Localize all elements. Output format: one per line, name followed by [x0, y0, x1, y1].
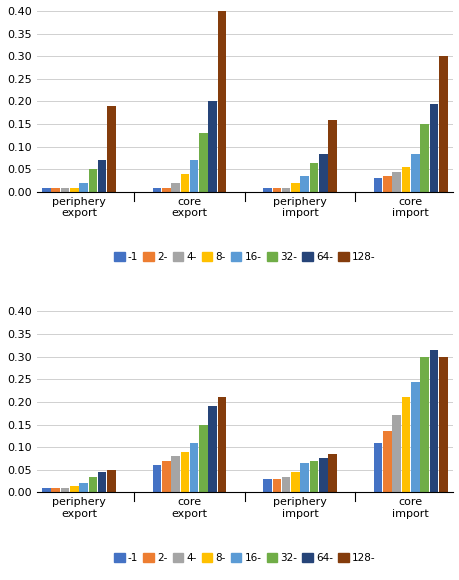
Bar — [42, 488, 50, 492]
Bar — [79, 483, 88, 492]
Bar — [152, 465, 161, 492]
Bar — [171, 456, 179, 492]
Bar — [217, 11, 226, 192]
Bar — [410, 154, 419, 192]
Legend: -1, 2-, 4-, 8-, 16-, 32-, 64-, 128-: -1, 2-, 4-, 8-, 16-, 32-, 64-, 128- — [110, 248, 379, 266]
Bar — [217, 397, 226, 492]
Bar — [272, 479, 280, 492]
Bar — [199, 425, 207, 492]
Bar — [79, 183, 88, 192]
Bar — [208, 407, 217, 492]
Bar — [98, 472, 106, 492]
Bar — [98, 160, 106, 192]
Bar — [300, 176, 308, 192]
Bar — [420, 357, 428, 492]
Bar — [180, 174, 189, 192]
Bar — [107, 106, 116, 192]
Bar — [89, 169, 97, 192]
Bar — [309, 461, 318, 492]
Bar — [328, 119, 336, 192]
Bar — [319, 154, 327, 192]
Bar — [382, 176, 391, 192]
Bar — [70, 187, 78, 192]
Bar — [328, 454, 336, 492]
Bar — [42, 187, 50, 192]
Bar — [401, 397, 409, 492]
Bar — [272, 187, 280, 192]
Bar — [190, 160, 198, 192]
Legend: -1, 2-, 4-, 8-, 16-, 32-, 64-, 128-: -1, 2-, 4-, 8-, 16-, 32-, 64-, 128- — [110, 548, 379, 567]
Bar — [162, 461, 170, 492]
Bar — [281, 477, 290, 492]
Bar — [61, 187, 69, 192]
Bar — [392, 172, 400, 192]
Bar — [429, 104, 437, 192]
Bar — [300, 463, 308, 492]
Bar — [171, 183, 179, 192]
Bar — [152, 187, 161, 192]
Bar — [281, 187, 290, 192]
Bar — [401, 167, 409, 192]
Bar — [51, 488, 60, 492]
Bar — [263, 187, 271, 192]
Bar — [51, 187, 60, 192]
Bar — [199, 133, 207, 192]
Bar — [373, 179, 381, 192]
Bar — [429, 350, 437, 492]
Bar — [373, 443, 381, 492]
Bar — [70, 485, 78, 492]
Bar — [420, 124, 428, 192]
Bar — [61, 488, 69, 492]
Bar — [180, 452, 189, 492]
Bar — [392, 415, 400, 492]
Bar — [319, 459, 327, 492]
Bar — [410, 382, 419, 492]
Bar — [382, 432, 391, 492]
Bar — [263, 479, 271, 492]
Bar — [208, 102, 217, 192]
Bar — [291, 183, 299, 192]
Bar — [438, 56, 447, 192]
Bar — [190, 443, 198, 492]
Bar — [162, 187, 170, 192]
Bar — [291, 472, 299, 492]
Bar — [438, 357, 447, 492]
Bar — [309, 162, 318, 192]
Bar — [89, 477, 97, 492]
Bar — [107, 470, 116, 492]
